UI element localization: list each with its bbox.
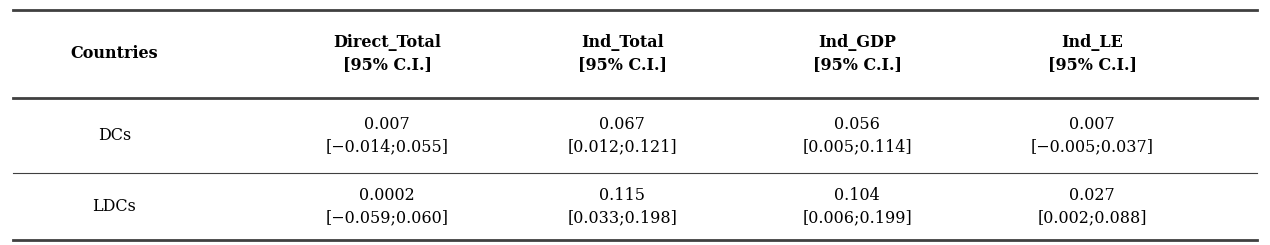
Text: 0.0002
[−0.059;0.060]: 0.0002 [−0.059;0.060] — [326, 187, 448, 226]
Text: 0.027
[0.002;0.088]: 0.027 [0.002;0.088] — [1038, 187, 1147, 226]
Text: LDCs: LDCs — [93, 198, 136, 215]
Text: 0.104
[0.006;0.199]: 0.104 [0.006;0.199] — [803, 187, 912, 226]
Text: Countries: Countries — [71, 45, 157, 62]
Text: 0.007
[−0.014;0.055]: 0.007 [−0.014;0.055] — [326, 116, 448, 155]
Text: Direct_Total
[95% C.I.]: Direct_Total [95% C.I.] — [334, 34, 441, 74]
Text: 0.056
[0.005;0.114]: 0.056 [0.005;0.114] — [803, 116, 912, 155]
Text: 0.115
[0.033;0.198]: 0.115 [0.033;0.198] — [568, 187, 677, 226]
Text: Ind_LE
[95% C.I.]: Ind_LE [95% C.I.] — [1048, 34, 1137, 74]
Text: DCs: DCs — [98, 127, 131, 144]
Text: 0.067
[0.012;0.121]: 0.067 [0.012;0.121] — [568, 116, 677, 155]
Text: 0.007
[−0.005;0.037]: 0.007 [−0.005;0.037] — [1031, 116, 1153, 155]
Text: Ind_GDP
[95% C.I.]: Ind_GDP [95% C.I.] — [813, 34, 902, 74]
Text: Ind_Total
[95% C.I.]: Ind_Total [95% C.I.] — [578, 34, 667, 74]
